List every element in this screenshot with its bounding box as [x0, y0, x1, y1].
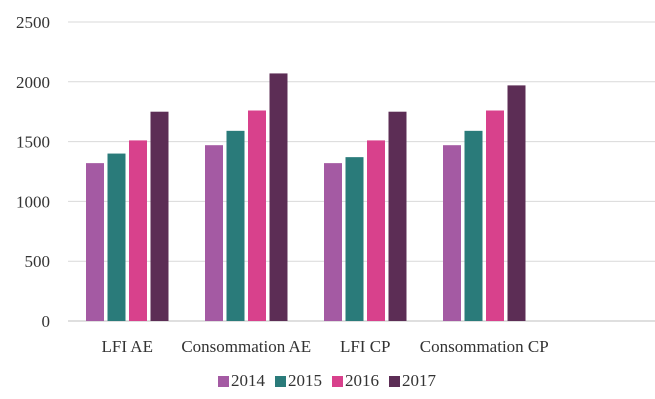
bar-2017-lfi-cp: [388, 111, 407, 321]
x-category-label: Consommation CP: [420, 337, 549, 356]
bar-2014-consommation-ae: [205, 145, 223, 321]
bar-2015-consommation-ae: [226, 130, 245, 321]
legend-label-2016: 2016: [345, 371, 379, 390]
bar-2016-lfi-cp: [367, 140, 385, 321]
x-category-label: LFI CP: [340, 337, 391, 356]
bar-2016-consommation-cp: [486, 110, 504, 321]
bars: [86, 73, 526, 321]
y-tick-label: 500: [25, 252, 51, 271]
x-axis-category-labels: LFI AE Consommation AE LFI CP Consommation …: [102, 337, 549, 356]
y-tick-label: 1000: [16, 192, 50, 211]
y-tick-label: 2000: [16, 73, 50, 92]
y-axis-ticks: 0 500 1000 1500 2000 2500: [16, 13, 50, 331]
x-category-label: Consommation AE: [181, 337, 311, 356]
y-tick-label: 0: [42, 312, 51, 331]
bar-2015-consommation-cp: [464, 130, 483, 321]
bar-2015-lfi-cp: [345, 157, 364, 321]
bar-2014-consommation-cp: [443, 145, 461, 321]
legend-swatch-2017: [389, 376, 400, 387]
legend-swatch-2016: [332, 376, 343, 387]
bar-2014-lfi-cp: [324, 163, 342, 321]
y-tick-label: 2500: [16, 13, 50, 32]
bar-2014-lfi-ae: [86, 163, 104, 321]
bar-2017-lfi-ae: [150, 111, 169, 321]
legend-swatch-2015: [275, 376, 286, 387]
bar-2016-consommation-ae: [248, 110, 266, 321]
bar-2017-consommation-cp: [507, 85, 526, 321]
legend: 2014 2015 2016 2017: [218, 371, 437, 390]
bar-2015-lfi-ae: [107, 153, 126, 321]
legend-label-2015: 2015: [288, 371, 322, 390]
x-category-label: LFI AE: [102, 337, 153, 356]
bar-2016-lfi-ae: [129, 140, 147, 321]
legend-swatch-2014: [218, 376, 229, 387]
legend-label-2014: 2014: [231, 371, 266, 390]
y-tick-label: 1500: [16, 133, 50, 152]
bar-2017-consommation-ae: [269, 73, 288, 321]
legend-label-2017: 2017: [402, 371, 437, 390]
